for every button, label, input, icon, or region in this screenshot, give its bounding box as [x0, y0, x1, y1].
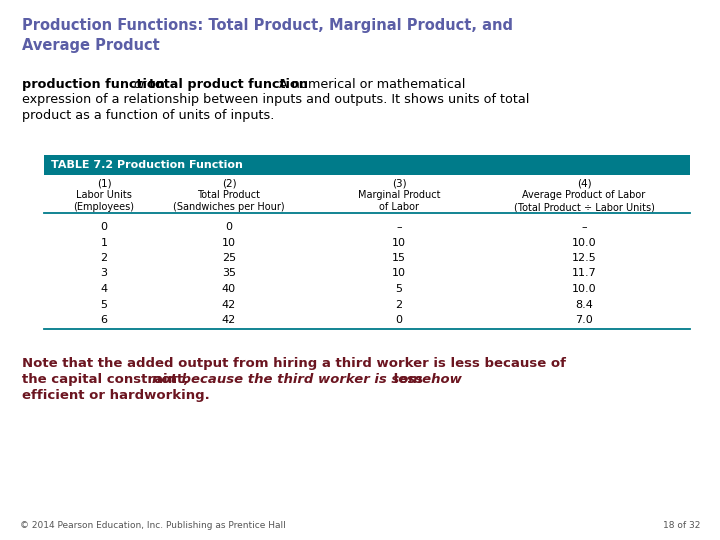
Text: production function: production function: [22, 78, 165, 91]
Text: 40: 40: [222, 284, 236, 294]
Text: 35: 35: [222, 268, 236, 279]
Text: 42: 42: [222, 315, 236, 325]
Text: 25: 25: [222, 253, 236, 263]
Text: 5: 5: [101, 300, 107, 309]
Text: A numerical or mathematical: A numerical or mathematical: [275, 78, 465, 91]
Text: 5: 5: [395, 284, 402, 294]
Text: product as a function of units of inputs.: product as a function of units of inputs…: [22, 109, 274, 122]
Text: (2): (2): [222, 179, 236, 189]
Text: 1: 1: [101, 238, 107, 247]
Text: 11.7: 11.7: [572, 268, 596, 279]
Text: 4: 4: [100, 284, 107, 294]
Text: efficient or hardworking.: efficient or hardworking.: [22, 389, 210, 402]
Text: 2: 2: [395, 300, 402, 309]
Text: 0: 0: [395, 315, 402, 325]
Text: 7.0: 7.0: [575, 315, 593, 325]
Text: or: or: [133, 78, 146, 91]
Text: TABLE 7.2 Production Function: TABLE 7.2 Production Function: [51, 160, 243, 170]
Text: 2: 2: [100, 253, 107, 263]
Text: not because the third worker is somehow: not because the third worker is somehow: [152, 373, 462, 386]
Text: 10.0: 10.0: [572, 238, 596, 247]
Text: –: –: [581, 222, 587, 232]
Text: 42: 42: [222, 300, 236, 309]
Text: 8.4: 8.4: [575, 300, 593, 309]
Text: 18 of 32: 18 of 32: [662, 521, 700, 530]
Text: Average Product of Labor
(Total Product ÷ Labor Units): Average Product of Labor (Total Product …: [513, 190, 654, 212]
Text: 0: 0: [101, 222, 107, 232]
Text: 10: 10: [222, 238, 236, 247]
Text: total product function: total product function: [149, 78, 308, 91]
Bar: [44, 155, 690, 175]
Text: (4): (4): [577, 179, 591, 189]
Text: the capital constraint,: the capital constraint,: [22, 373, 193, 386]
Text: –: –: [396, 222, 402, 232]
Text: 10: 10: [392, 268, 406, 279]
Text: 12.5: 12.5: [572, 253, 596, 263]
Text: Marginal Product
of Labor: Marginal Product of Labor: [358, 190, 440, 212]
Text: Note that the added output from hiring a third worker is less because of: Note that the added output from hiring a…: [22, 356, 566, 369]
Text: 10.0: 10.0: [572, 284, 596, 294]
Text: less: less: [389, 373, 423, 386]
Text: Labor Units
(Employees): Labor Units (Employees): [73, 190, 135, 212]
Text: 0: 0: [225, 222, 233, 232]
Text: Production Functions: Total Product, Marginal Product, and
Average Product: Production Functions: Total Product, Mar…: [22, 18, 513, 53]
Text: expression of a relationship between inputs and outputs. It shows units of total: expression of a relationship between inp…: [22, 93, 529, 106]
Text: Total Product
(Sandwiches per Hour): Total Product (Sandwiches per Hour): [174, 190, 285, 212]
Text: © 2014 Pearson Education, Inc. Publishing as Prentice Hall: © 2014 Pearson Education, Inc. Publishin…: [20, 521, 286, 530]
Text: (1): (1): [96, 179, 112, 189]
Text: (3): (3): [392, 179, 406, 189]
Text: 6: 6: [101, 315, 107, 325]
Text: 3: 3: [101, 268, 107, 279]
Text: 15: 15: [392, 253, 406, 263]
Text: 10: 10: [392, 238, 406, 247]
